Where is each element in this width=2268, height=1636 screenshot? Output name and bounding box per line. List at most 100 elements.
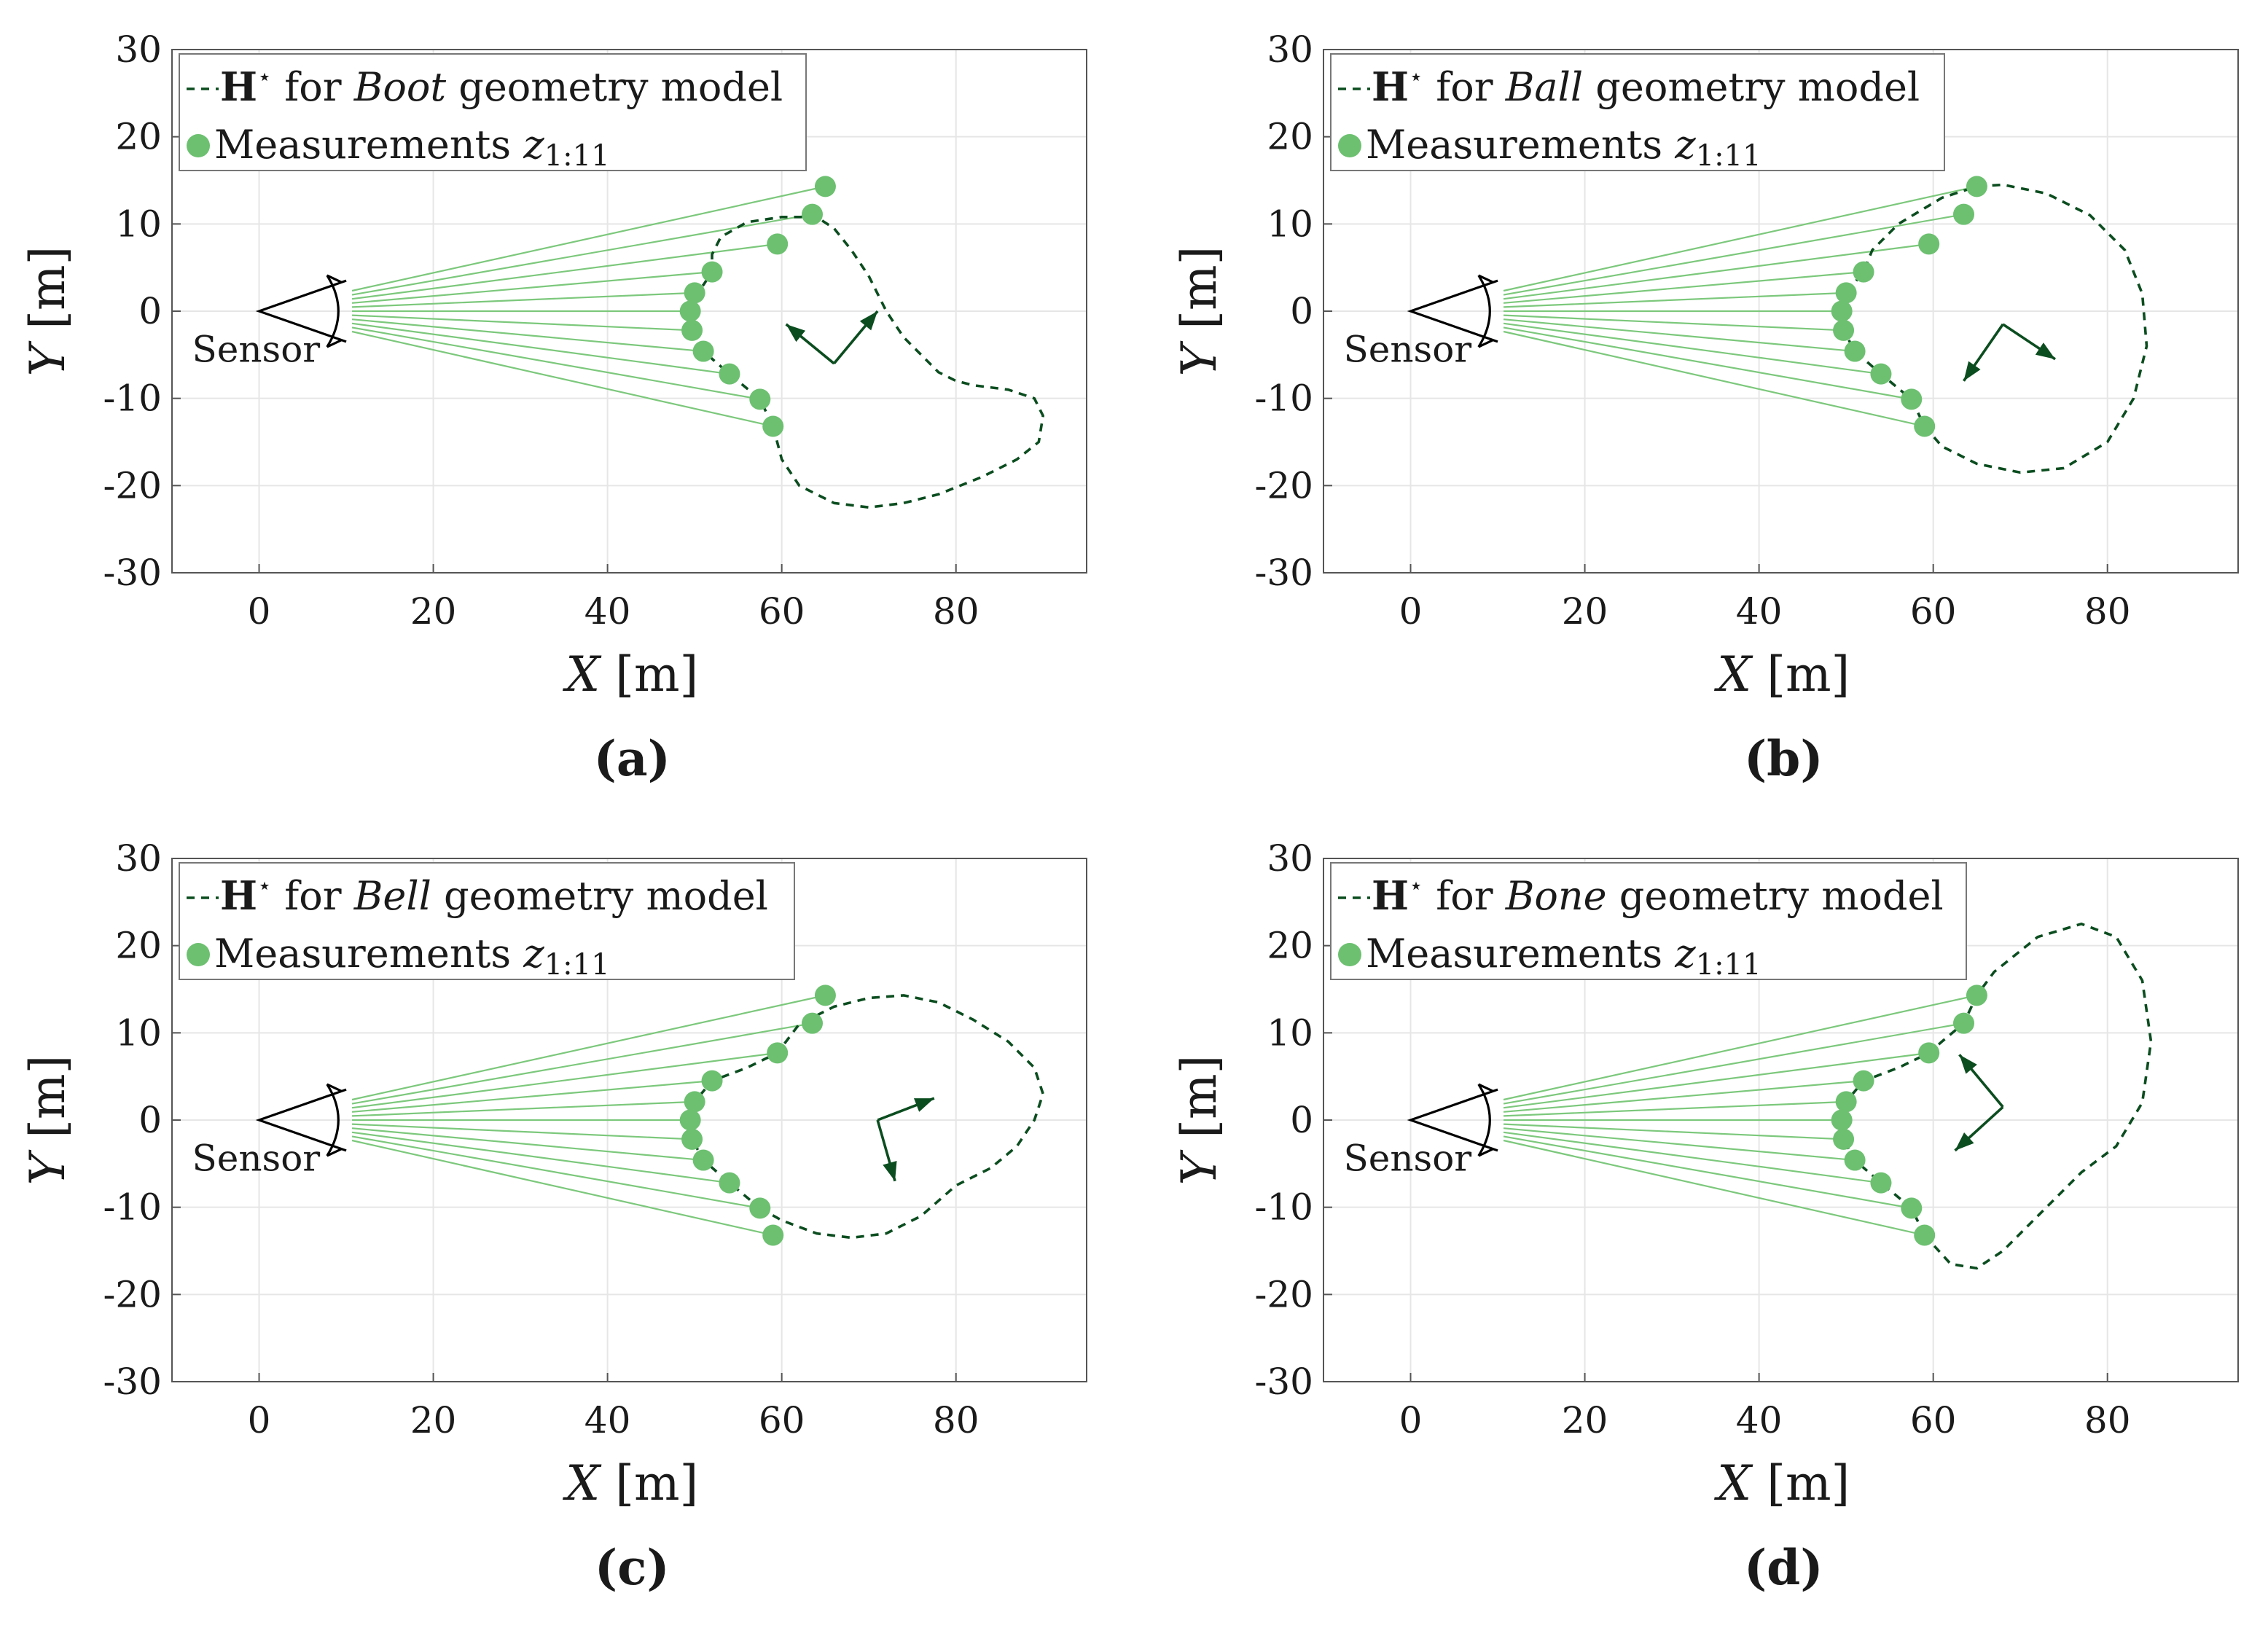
panel-label-c: (c) xyxy=(594,1539,670,1596)
frame-arrowhead-icon xyxy=(913,1098,934,1112)
legend-marker-swatch xyxy=(187,943,210,966)
measurement-ray xyxy=(351,1139,773,1237)
measurement-point xyxy=(684,1091,705,1113)
measurement-point xyxy=(1966,176,1987,197)
x-tick-label: 0 xyxy=(248,1399,271,1441)
measurement-ray xyxy=(1503,318,1856,353)
y-tick-label: 10 xyxy=(1267,1011,1313,1054)
y-tick-label: -30 xyxy=(1254,552,1313,594)
measurement-point xyxy=(692,1149,714,1171)
y-tick-label: 30 xyxy=(115,28,162,71)
y-tick-label: -20 xyxy=(1254,1273,1313,1315)
measurement-point xyxy=(1853,261,1874,283)
measurement-ray xyxy=(1503,1052,1929,1109)
measurement-ray xyxy=(351,1080,713,1113)
measurement-point xyxy=(1918,1042,1940,1064)
chart-panel-b: Sensor 0 20 40 60 80 -30 -20 -10 0 10 20 30 X [m] Y [m… xyxy=(1171,28,2239,702)
sensor-tick xyxy=(326,1148,343,1157)
measurement-point xyxy=(1953,1012,1974,1034)
sensor-icon xyxy=(255,279,347,343)
measurement-point xyxy=(679,300,701,322)
measurement-point xyxy=(762,1224,784,1246)
measurement-point xyxy=(1901,1197,1923,1219)
legend-box xyxy=(1330,862,1967,980)
measurement-point xyxy=(1914,1224,1936,1246)
frame-arrowhead-icon xyxy=(1955,1132,1974,1151)
x-tick-label: 20 xyxy=(410,590,457,633)
y-tick-label: 20 xyxy=(115,116,162,158)
sensor-label: Sensor xyxy=(192,1137,320,1179)
measurement-ray xyxy=(351,318,704,353)
sensor-tick xyxy=(326,274,343,283)
measurement-ray xyxy=(351,1022,813,1105)
x-axis-label: X [m] xyxy=(1713,1455,1850,1511)
sensor-tick xyxy=(1478,339,1494,348)
y-tick-label: -30 xyxy=(103,552,162,594)
measurement-point xyxy=(1918,233,1940,255)
y-axis-label: Y [m] xyxy=(20,246,76,377)
measurement-ray xyxy=(351,330,773,428)
measurement-ray xyxy=(1503,185,1977,292)
measurement-ray xyxy=(1503,330,1925,428)
y-tick-label: 20 xyxy=(1267,116,1313,158)
measurement-point xyxy=(1831,1109,1853,1131)
sensor-label: Sensor xyxy=(1343,328,1471,370)
y-axis-label: Y [m] xyxy=(20,1055,76,1186)
panel-label-b: (b) xyxy=(1743,730,1823,787)
sensor-label: Sensor xyxy=(192,328,320,370)
sensor-tick xyxy=(326,339,343,348)
legend-entry-contour: H⋆ for Bell geometry model xyxy=(220,872,768,919)
measurement-point xyxy=(684,282,705,304)
y-tick-label: -20 xyxy=(1254,464,1313,506)
y-tick-label: -10 xyxy=(1254,1186,1313,1229)
x-tick-label: 20 xyxy=(1562,590,1608,633)
measurement-point xyxy=(1835,282,1857,304)
sensor-icon xyxy=(1407,1088,1498,1152)
y-tick-label: -10 xyxy=(103,377,162,420)
chart-panel-a: Sensor 0 20 40 60 80 -30 -20 -10 0 10 20 30 X [m] Y [m… xyxy=(20,28,1087,702)
measurement-ray xyxy=(1503,291,1847,308)
measurement-ray xyxy=(1503,1139,1925,1237)
measurement-point xyxy=(679,1109,701,1131)
frame-arrowhead-icon xyxy=(883,1161,897,1181)
measurement-point xyxy=(681,1128,703,1150)
measurement-point xyxy=(1966,985,1987,1006)
x-axis-label: X [m] xyxy=(1713,646,1850,702)
x-tick-label: 80 xyxy=(933,590,979,633)
sensor-tick xyxy=(1478,274,1494,283)
y-tick-label: 10 xyxy=(115,203,162,245)
legend-entry-contour: H⋆ for Boot geometry model xyxy=(220,63,783,110)
measurement-point xyxy=(1953,203,1974,225)
measurement-ray xyxy=(1503,1080,1864,1113)
measurement-ray xyxy=(1503,1022,1964,1105)
y-tick-label: 30 xyxy=(115,837,162,880)
x-tick-label: 0 xyxy=(1399,590,1423,633)
measurement-point xyxy=(1853,1070,1874,1092)
sensor-fov-arc-icon xyxy=(326,1084,340,1156)
y-tick-label: -30 xyxy=(103,1361,162,1403)
measurement-ray xyxy=(1503,322,1882,375)
measurement-point xyxy=(814,985,836,1006)
measurement-ray xyxy=(1503,326,1912,400)
measurement-point xyxy=(749,1197,771,1219)
sensor-tick xyxy=(1478,1148,1494,1157)
x-tick-label: 60 xyxy=(1910,1399,1957,1441)
y-tick-label: 30 xyxy=(1267,28,1313,71)
measurement-ray xyxy=(352,1100,695,1117)
measurement-ray xyxy=(1503,1127,1856,1162)
measurement-point xyxy=(1870,363,1892,385)
measurement-ray xyxy=(351,1135,760,1209)
y-tick-label: 30 xyxy=(1267,837,1313,880)
x-tick-label: 20 xyxy=(410,1399,457,1441)
legend-entry-measurements: Measurements z1:11 xyxy=(214,931,610,982)
measurement-point xyxy=(1844,1149,1866,1171)
measurement-point xyxy=(802,203,823,225)
y-tick-label: -20 xyxy=(103,1273,162,1315)
measurement-point xyxy=(1835,1091,1857,1113)
measurement-ray xyxy=(351,326,760,400)
legend-box xyxy=(179,53,807,171)
y-tick-label: 20 xyxy=(115,925,162,967)
measurement-point xyxy=(762,415,784,437)
frame-arrowhead-icon xyxy=(2035,343,2055,359)
measurement-ray xyxy=(351,314,692,332)
